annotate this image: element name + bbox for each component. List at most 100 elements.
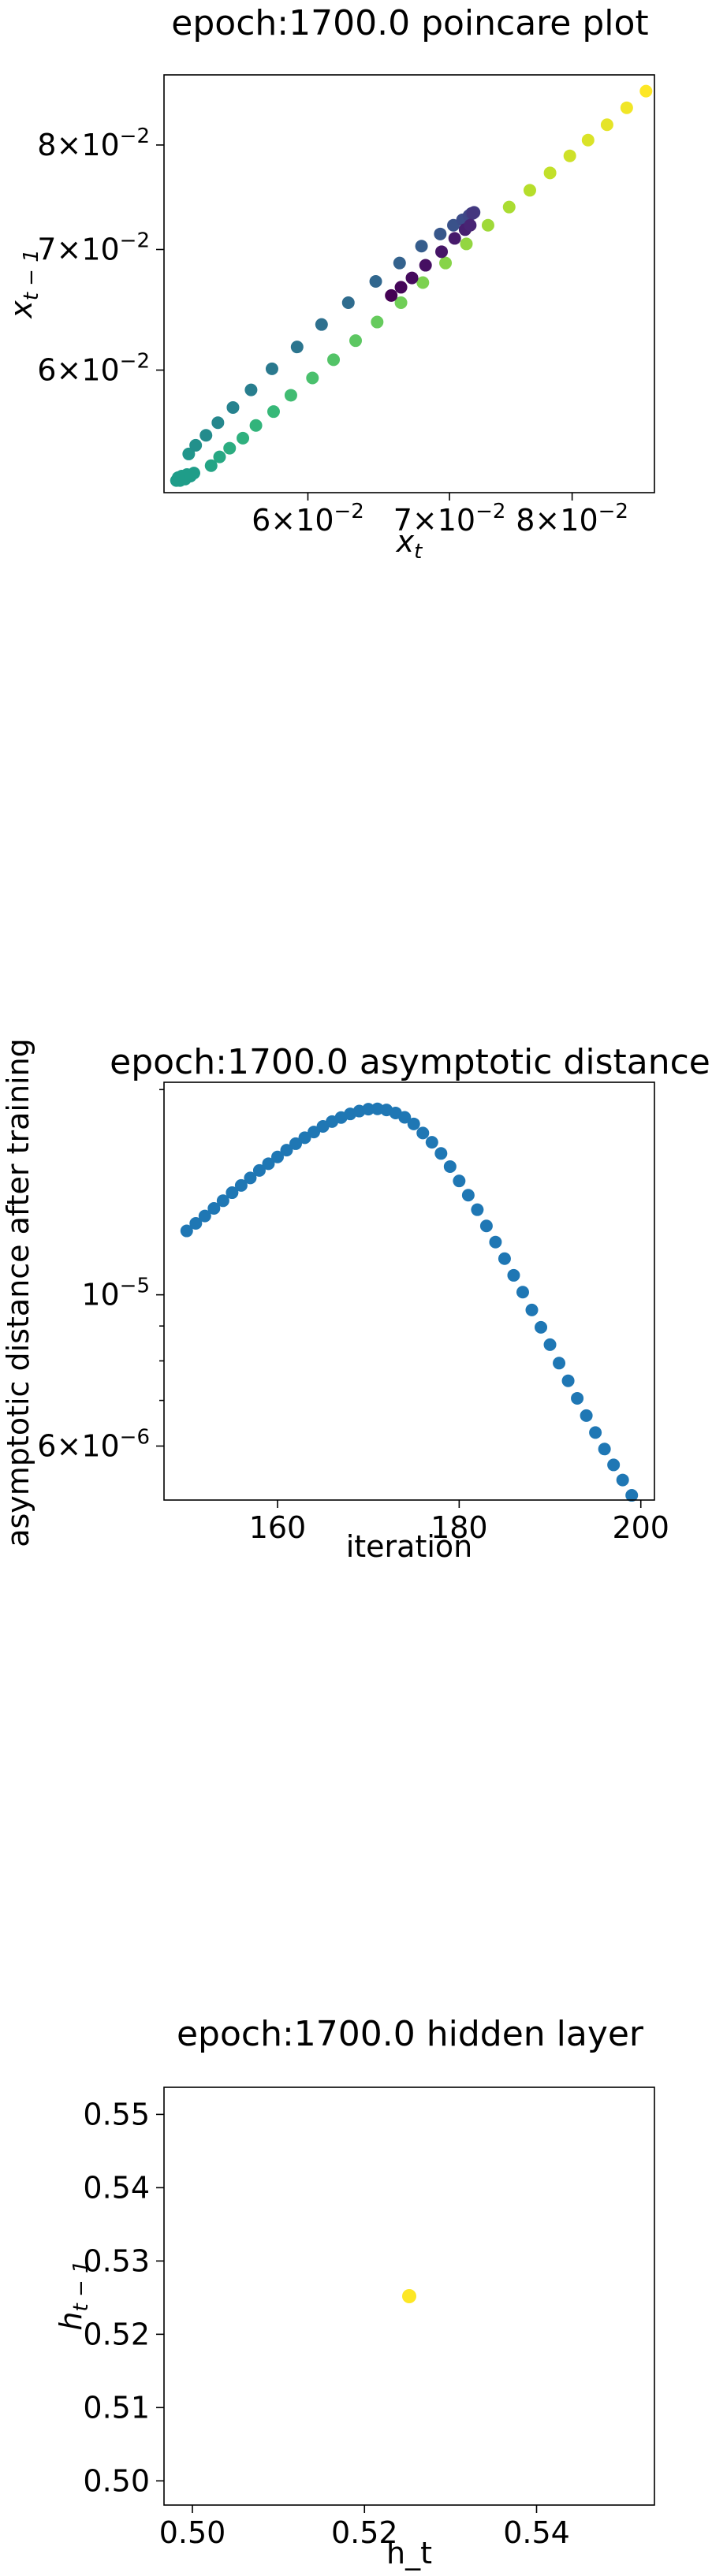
- poincare-point: [290, 341, 304, 354]
- distance-point: [216, 1194, 229, 1208]
- distance-point: [453, 1174, 466, 1188]
- distance-point: [535, 1320, 548, 1334]
- poincare-point: [448, 232, 461, 245]
- poincare-point: [466, 207, 479, 220]
- y-tick-label: 8×10−2: [37, 125, 150, 162]
- poincare-point: [237, 431, 250, 445]
- poincare-point: [416, 276, 430, 289]
- chart1-title: epoch:1700.0 poincare plot: [171, 3, 648, 43]
- distance-point: [507, 1268, 520, 1282]
- y-tick-label: 0.51: [83, 2390, 150, 2425]
- distance-point: [471, 1203, 484, 1216]
- distance-point: [198, 1209, 211, 1223]
- poincare-point: [187, 467, 200, 480]
- chart1-points: [170, 84, 653, 487]
- distance-point: [398, 1111, 412, 1124]
- distance-point: [280, 1144, 293, 1157]
- distance-point: [407, 1117, 420, 1130]
- x-tick-label: 0.52: [331, 2515, 398, 2550]
- asymptotic-distance-plot: epoch:1700.0 asymptotic distance 160 180 2…: [1, 1038, 710, 1564]
- poincare-point: [460, 237, 473, 251]
- distance-point: [553, 1357, 566, 1370]
- poincare-point: [581, 133, 595, 147]
- distance-point: [298, 1131, 311, 1145]
- distance-point: [543, 1338, 557, 1351]
- distance-point: [425, 1136, 438, 1149]
- x-tick-label: 8×10−2: [516, 500, 628, 538]
- chart1-xlabel: xt: [396, 524, 423, 564]
- distance-point: [207, 1201, 221, 1215]
- hidden-layer-plot: epoch:1700.0 hidden layer 0.50 0.52 0.54 0.…: [54, 2014, 655, 2570]
- distance-point: [289, 1137, 303, 1150]
- distance-point: [270, 1150, 284, 1163]
- poincare-point: [267, 405, 280, 419]
- distance-point: [189, 1216, 203, 1230]
- chart1-ylabel: xt − 1: [4, 249, 43, 319]
- poincare-point: [369, 275, 382, 288]
- poincare-point: [405, 271, 419, 285]
- y-tick-label: 6×10−6: [37, 1426, 150, 1464]
- poincare-point: [223, 441, 237, 455]
- poincare-point: [620, 101, 633, 114]
- chart2-axes: 160 180 200 6×10−6 10−5: [37, 1089, 669, 1545]
- chart2-points: [180, 1102, 639, 1502]
- poincare-point: [639, 84, 653, 98]
- distance-point: [561, 1374, 575, 1387]
- chart2-frame: [163, 1081, 655, 1501]
- poincare-point: [204, 459, 218, 472]
- poincare-point: [182, 447, 196, 460]
- distance-point: [516, 1286, 529, 1299]
- poincare-point: [394, 296, 408, 309]
- y-tick-label: 10−5: [81, 1275, 150, 1312]
- distance-point: [234, 1178, 248, 1192]
- poincare-point: [523, 184, 536, 197]
- poincare-point: [464, 218, 477, 232]
- poincare-point: [226, 400, 240, 414]
- y-tick-label: 0.53: [83, 2243, 150, 2278]
- chart2-ylabel: asymptotic distance after training: [1, 1038, 35, 1547]
- poincare-point: [435, 245, 449, 259]
- distance-point: [226, 1186, 239, 1200]
- distance-point: [489, 1235, 502, 1249]
- x-tick-label: 6×10−2: [252, 500, 364, 538]
- chart3-xlabel: h_t: [386, 2536, 432, 2570]
- x-tick-label: 7×10−2: [393, 500, 506, 538]
- poincare-point: [439, 256, 453, 270]
- poincare-point: [502, 200, 516, 214]
- y-tick-label: 0.54: [83, 2170, 150, 2205]
- x-tick-label: 200: [612, 1510, 669, 1545]
- y-tick-label: 7×10−2: [37, 229, 150, 266]
- poincare-point: [543, 166, 557, 180]
- distance-point: [598, 1442, 611, 1456]
- chart3-axes: 0.50 0.52 0.54 0.50 0.51 0.52 0.53 0.54 0.55: [83, 2097, 569, 2550]
- poincare-point: [394, 281, 408, 294]
- poincare-point: [385, 288, 398, 302]
- chart1-axes: 6×10−2 7×10−2 8×10−2 6×10−2 7×10−2 8×10−2: [37, 125, 628, 538]
- poincare-point: [349, 334, 363, 348]
- poincare-point: [199, 429, 213, 442]
- poincare-point: [434, 227, 447, 240]
- distance-point: [479, 1219, 493, 1233]
- y-tick-label: 0.50: [83, 2463, 150, 2498]
- poincare-point: [213, 450, 226, 463]
- x-tick-label: 180: [431, 1510, 488, 1545]
- distance-point: [525, 1303, 539, 1316]
- poincare-point: [371, 315, 384, 329]
- chart2-title: epoch:1700.0 asymptotic distance: [110, 1042, 710, 1082]
- hidden-layer-point: [402, 2289, 416, 2303]
- poincare-point: [306, 371, 319, 385]
- distance-point: [580, 1409, 593, 1422]
- x-tick-label: 0.50: [159, 2515, 226, 2550]
- poincare-point: [244, 383, 258, 396]
- poincare-point: [600, 118, 613, 132]
- distance-point: [434, 1147, 448, 1160]
- distance-point: [461, 1189, 475, 1202]
- chart3-title: epoch:1700.0 hidden layer: [177, 2014, 644, 2054]
- distance-point: [589, 1426, 602, 1439]
- distance-point: [443, 1160, 457, 1173]
- distance-point: [262, 1157, 275, 1171]
- x-tick-label: 160: [249, 1510, 307, 1545]
- y-tick-label: 0.55: [83, 2097, 150, 2131]
- poincare-point: [481, 218, 494, 232]
